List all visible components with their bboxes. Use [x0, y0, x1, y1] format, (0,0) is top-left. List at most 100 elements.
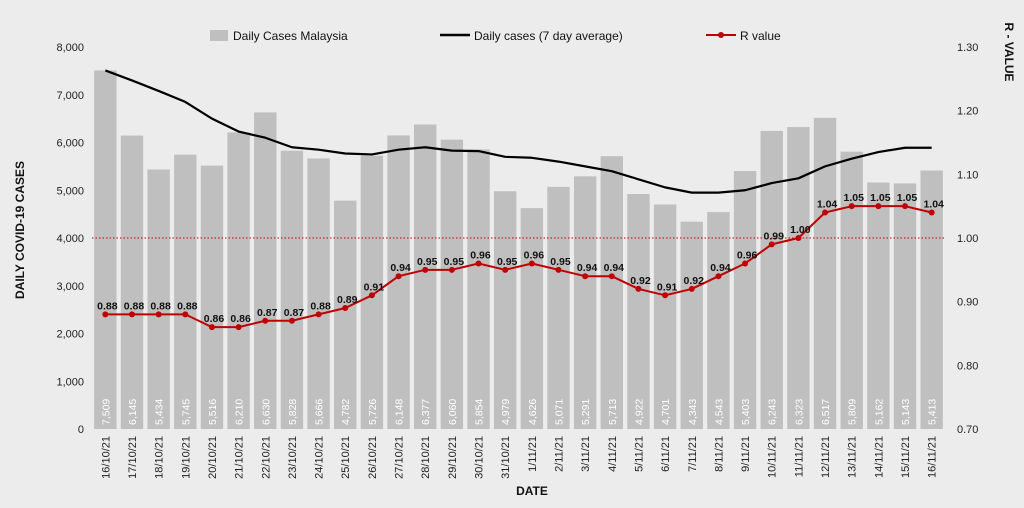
r-value-label: 1.05 [870, 192, 891, 204]
r-value-label: 1.05 [897, 192, 918, 204]
bar-value-label: 6,517 [820, 399, 832, 425]
r-point [848, 203, 855, 210]
x-tick-label: 10/11/21 [767, 436, 779, 478]
bar-value-label: 6,060 [447, 399, 459, 425]
bar [280, 150, 304, 429]
bar-value-label: 5,666 [314, 399, 326, 425]
r-value-label: 1.04 [923, 199, 944, 211]
bar [813, 117, 837, 430]
r-value-label: 0.95 [497, 256, 518, 268]
r-point [902, 203, 909, 210]
y-axis-ticks: 0 1,000 2,000 3,000 4,000 5,000 6,000 7,000 8,00… [56, 42, 84, 436]
r-value-label: 0.91 [364, 281, 385, 293]
bar-value-label: 4,626 [527, 399, 539, 425]
r-value-label: 0.86 [230, 313, 251, 325]
x-tick-label: 1/11/21 [527, 436, 539, 472]
r-point [875, 203, 882, 210]
x-tick-label: 18/10/21 [154, 436, 166, 479]
r-point [262, 317, 269, 324]
r-point [795, 235, 802, 241]
x-tick-label: 14/11/21 [873, 436, 885, 478]
r-point [235, 324, 242, 331]
bar-value-label: 5,745 [180, 399, 192, 425]
r-point [715, 273, 722, 280]
bar [493, 191, 517, 429]
r-value-label: 1.04 [817, 199, 838, 211]
bar [254, 112, 277, 429]
x-tick-label: 25/10/21 [340, 436, 352, 479]
bar [707, 212, 730, 429]
y-tick-label: 5,000 [56, 185, 84, 197]
x-tick-label: 27/10/21 [394, 436, 406, 479]
bar-value-label: 6,377 [420, 399, 432, 425]
y-tick-label: 3,000 [56, 281, 84, 293]
bar-value-label: 4,922 [633, 399, 645, 425]
r-point [475, 260, 482, 267]
x-tick-label: 28/10/21 [420, 436, 432, 479]
y-tick-label: 4,000 [56, 233, 84, 245]
r-point [395, 273, 402, 280]
r-point [502, 266, 509, 273]
bar-value-label: 5,403 [740, 399, 752, 425]
r-point [155, 311, 162, 318]
r-value-label: 0.87 [284, 307, 305, 319]
x-tick-label: 7/11/21 [687, 436, 699, 472]
bar-value-label: 5,713 [607, 399, 619, 425]
r-point [768, 241, 775, 248]
x-tick-label: 12/11/21 [820, 436, 832, 478]
x-tick-label: 6/11/21 [660, 436, 672, 472]
legend-label-r: R value [740, 29, 781, 43]
r-point [555, 266, 562, 273]
r-line [105, 205, 932, 329]
r-value-label: 0.88 [150, 300, 171, 312]
x-tick-label: 3/11/21 [580, 436, 592, 472]
y-tick-label: 1,000 [56, 376, 84, 388]
bar-value-label: 6,243 [767, 399, 779, 425]
bar [760, 130, 783, 430]
bar [733, 171, 757, 429]
r-value-label: 1.05 [843, 192, 864, 204]
bar-value-label: 5,828 [287, 399, 299, 425]
bar [680, 221, 703, 429]
bar [120, 135, 144, 430]
bar-value-label: 4,979 [500, 399, 512, 425]
y2-tick-label: 0.90 [957, 297, 978, 309]
y2-axis-ticks: 0.70 0.80 0.90 1.00 1.10 1.20 1.30 [957, 42, 978, 436]
legend-label-avg: Daily cases (7 day average) [474, 29, 623, 43]
r-value-label: 0.88 [310, 300, 331, 312]
r-point [608, 273, 615, 280]
x-tick-label: 11/11/21 [793, 436, 805, 477]
x-tick-label: 31/10/21 [500, 436, 512, 479]
x-axis-ticks: 16/10/21 17/10/21 18/10/21 19/10/21 20/10/21… [100, 436, 938, 479]
bar-value-label: 5,809 [847, 399, 859, 425]
r-value-label: 0.94 [604, 262, 625, 274]
r-value-label: 0.89 [337, 294, 358, 306]
bar [307, 158, 330, 430]
bar [867, 182, 890, 429]
r-value-label: 0.91 [657, 281, 678, 293]
bar [840, 151, 863, 430]
bar [573, 176, 597, 429]
bar-value-label: 5,726 [367, 399, 379, 425]
x-tick-label: 17/10/21 [127, 436, 139, 479]
r-value-label: 1.00 [790, 224, 811, 236]
r-point [822, 209, 829, 216]
x-tick-label: 20/10/21 [207, 436, 219, 479]
x-tick-label: 19/10/21 [180, 436, 192, 479]
r-point [208, 324, 215, 331]
legend: Daily Cases Malaysia Daily cases (7 day … [210, 29, 781, 43]
bar-value-label: 4,543 [713, 399, 725, 425]
r-point [422, 266, 429, 273]
y2-tick-label: 1.10 [957, 169, 978, 181]
y2-tick-label: 0.70 [957, 424, 978, 436]
x-tick-label: 16/10/21 [100, 436, 112, 479]
bar-value-label: 6,323 [793, 399, 805, 425]
y2-tick-label: 1.20 [957, 106, 978, 118]
r-point [342, 305, 349, 312]
x-tick-label: 13/11/21 [847, 436, 859, 478]
x-tick-label: 2/11/21 [553, 436, 565, 472]
bar [547, 186, 570, 429]
r-value-label: 0.94 [577, 262, 598, 274]
bar-series [94, 70, 943, 430]
